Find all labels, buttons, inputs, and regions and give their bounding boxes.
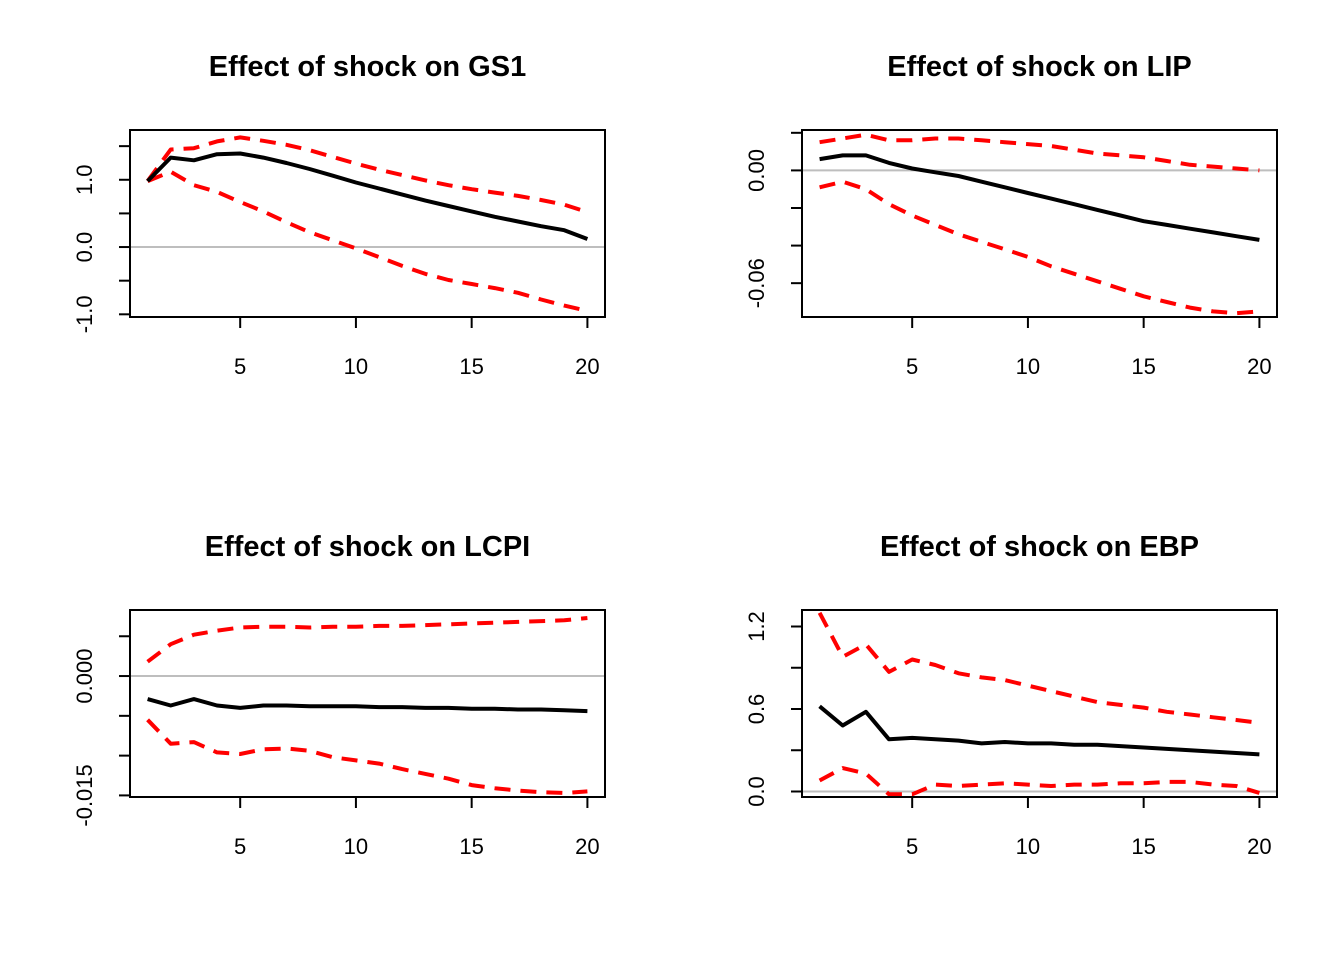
x-tick-label: 5 — [906, 834, 918, 859]
x-tick-label: 15 — [1131, 834, 1155, 859]
x-tick-label: 5 — [234, 354, 246, 379]
y-tick-label: -1.0 — [72, 295, 97, 333]
x-tick-label: 5 — [234, 834, 246, 859]
y-tick-label: -0.015 — [72, 764, 97, 826]
x-tick-label: 20 — [575, 354, 599, 379]
impulse-response-line — [819, 153, 1260, 242]
upper-band-line — [817, 611, 1260, 725]
panel-lip: Effect of shock on LIP 5 10 15 20 -0.06 0.00 — [744, 51, 1278, 379]
impulse-response-line — [818, 704, 1260, 757]
x-tick-label: 15 — [459, 834, 483, 859]
panel-lcpi: Effect of shock on LCPI 5 10 15 20 -0.015 0.00… — [72, 531, 606, 859]
x-tick-label: 10 — [344, 354, 368, 379]
impulse-response-line — [147, 697, 588, 714]
upper-band-line — [146, 616, 588, 664]
panel-ebp: Effect of shock on EBP 5 10 15 20 0.0 0.6 1.2 — [744, 531, 1278, 859]
y-tick-label: 0.0 — [72, 232, 97, 263]
x-tick-label: 10 — [1016, 834, 1040, 859]
plot-frame — [129, 609, 606, 798]
impulse-response-line — [146, 151, 589, 241]
x-tick-label: 20 — [1247, 834, 1271, 859]
lower-band-line — [818, 766, 1260, 797]
x-tick-label: 10 — [344, 834, 368, 859]
y-tick-label: 1.2 — [744, 611, 769, 642]
x-tick-label: 20 — [575, 834, 599, 859]
panel-title: Effect of shock on LCPI — [205, 531, 530, 563]
y-tick-label: 0.00 — [744, 149, 769, 192]
panel-title: Effect of shock on EBP — [880, 531, 1199, 563]
y-tick-label: 0.0 — [744, 776, 769, 807]
plot-frame — [801, 609, 1278, 798]
y-tick-label: 0.6 — [744, 694, 769, 725]
upper-band-line — [819, 132, 1260, 173]
plot-frame — [801, 129, 1278, 318]
y-tick-label: -0.06 — [744, 258, 769, 308]
x-tick-label: 10 — [1016, 354, 1040, 379]
panel-title: Effect of shock on LIP — [887, 51, 1192, 83]
y-tick-label: 1.0 — [72, 164, 97, 195]
x-tick-label: 15 — [459, 354, 483, 379]
x-tick-label: 20 — [1247, 354, 1271, 379]
x-tick-label: 15 — [1131, 354, 1155, 379]
panel-gs1: Effect of shock on GS1 5 10 15 20 -1.0 0.0 1.0 — [72, 51, 606, 379]
y-tick-label: 0.000 — [72, 649, 97, 704]
lower-band-line — [819, 179, 1260, 316]
lower-band-line — [146, 718, 588, 795]
upper-band-line — [145, 135, 589, 215]
lower-band-line — [146, 169, 588, 313]
panel-title: Effect of shock on GS1 — [209, 51, 526, 83]
plot-frame — [129, 129, 606, 318]
x-tick-label: 5 — [906, 354, 918, 379]
